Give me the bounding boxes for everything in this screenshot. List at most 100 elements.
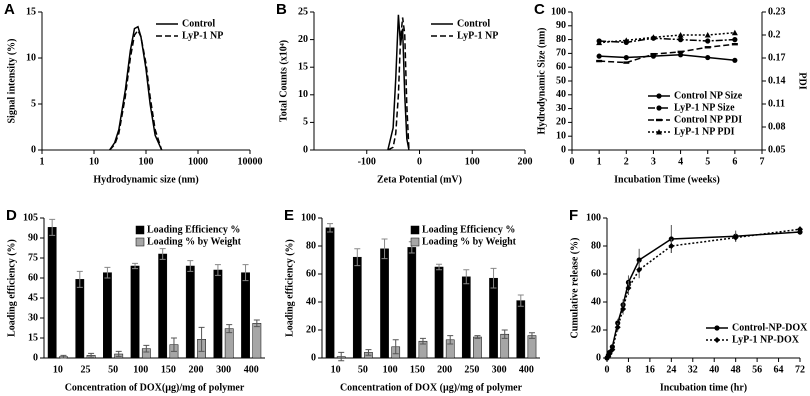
y2-tick-label: 0.23 bbox=[768, 6, 786, 17]
bar bbox=[434, 266, 444, 359]
marker bbox=[656, 118, 662, 122]
marker bbox=[731, 43, 738, 46]
marker bbox=[732, 57, 738, 63]
marker bbox=[623, 37, 630, 43]
y-tick-label: 90 bbox=[28, 232, 38, 243]
bar bbox=[352, 256, 362, 359]
y-tick-label: 30 bbox=[28, 312, 38, 323]
x-tick-label: 100 bbox=[465, 156, 480, 167]
y-tick-label: 0 bbox=[596, 352, 601, 363]
bar bbox=[75, 279, 85, 359]
y-axis-label: Loading efficiency (%) bbox=[284, 239, 295, 337]
y-tick-label: 100 bbox=[301, 212, 316, 223]
x-tick-label: 40 bbox=[709, 364, 719, 375]
marker bbox=[714, 337, 720, 343]
y-tick-label: 20 bbox=[591, 324, 601, 335]
marker bbox=[677, 50, 684, 54]
y-tick-label: 60 bbox=[556, 61, 566, 72]
bar bbox=[473, 336, 482, 359]
y-tick-label: 105 bbox=[23, 212, 38, 223]
x-tick-label: 32 bbox=[688, 364, 698, 375]
error-bar bbox=[159, 248, 166, 260]
x-tick-label: 72 bbox=[795, 364, 805, 375]
y-tick-label: 10 bbox=[26, 52, 36, 63]
error-bar bbox=[528, 332, 535, 339]
legend-label: LyP-1 NP bbox=[457, 30, 498, 41]
series-line bbox=[387, 17, 410, 151]
marker bbox=[732, 37, 738, 43]
marker bbox=[704, 46, 711, 49]
y-tick-label: 60 bbox=[28, 272, 38, 283]
marker bbox=[623, 61, 630, 64]
y-tick-label: 15 bbox=[28, 332, 38, 343]
marker bbox=[650, 52, 657, 56]
error-bar bbox=[104, 266, 111, 279]
marker bbox=[704, 32, 711, 38]
marker bbox=[596, 53, 602, 59]
marker bbox=[620, 306, 627, 312]
error-bar bbox=[365, 349, 372, 356]
error-bar bbox=[392, 339, 399, 355]
x-tick-label: 150 bbox=[161, 364, 176, 375]
error-bar bbox=[214, 264, 221, 276]
legend-label: Control-NP-DOX bbox=[732, 322, 808, 333]
panel-label: B bbox=[276, 1, 287, 18]
x-tick-label: 1000 bbox=[188, 156, 208, 167]
x-tick-label: 50 bbox=[108, 364, 118, 375]
y-tick-label: 20 bbox=[306, 324, 316, 335]
y-axis-label: Total Counts (x10⁴) bbox=[278, 40, 289, 122]
y2-tick-label: 0.17 bbox=[768, 52, 786, 63]
series-line bbox=[599, 37, 735, 44]
bar bbox=[213, 269, 223, 359]
bar bbox=[241, 272, 250, 359]
marker bbox=[797, 226, 803, 233]
x-tick-label: -100 bbox=[358, 156, 376, 167]
x-tick-label: 0 bbox=[605, 364, 610, 375]
x-tick-label: 150 bbox=[410, 364, 425, 375]
x-tick-label: 10 bbox=[89, 156, 99, 167]
y-tick-label: 0 bbox=[33, 352, 38, 363]
series-line bbox=[599, 54, 735, 62]
error-bar bbox=[132, 262, 139, 270]
y-tick-label: 60 bbox=[306, 268, 316, 279]
legend-swatch bbox=[135, 237, 145, 247]
x-axis-label: Hydrodynamic size (nm) bbox=[93, 174, 198, 185]
marker bbox=[705, 54, 711, 61]
y-axis-label: Loading efficiency (%) bbox=[6, 239, 17, 337]
x-tick-label: 1 bbox=[597, 156, 602, 167]
y2-tick-label: 0.05 bbox=[768, 144, 786, 155]
error-bar bbox=[501, 329, 508, 339]
y-tick-label: 10 bbox=[556, 130, 566, 141]
y-tick-label: 5 bbox=[303, 117, 308, 128]
error-bar bbox=[490, 267, 497, 289]
marker bbox=[650, 34, 657, 40]
y-tick-label: 70 bbox=[556, 48, 566, 59]
y-tick-label: 0 bbox=[561, 144, 566, 155]
legend-label: Loading Efficiency % bbox=[147, 224, 240, 235]
bar bbox=[252, 323, 262, 359]
y-tick-label: 15 bbox=[298, 61, 308, 72]
y-tick-label: 50 bbox=[556, 75, 566, 86]
marker bbox=[614, 324, 621, 331]
y-tick-label: 15 bbox=[26, 6, 36, 17]
legend-label: Control bbox=[457, 18, 490, 29]
marker bbox=[656, 93, 662, 99]
y-tick-label: 5 bbox=[31, 98, 36, 109]
y-tick-label: 80 bbox=[591, 240, 601, 251]
x-tick-label: 300 bbox=[492, 364, 507, 375]
marker bbox=[596, 39, 603, 46]
y-tick-label: 10 bbox=[298, 89, 308, 100]
y-tick-label: 45 bbox=[28, 292, 38, 303]
bar bbox=[461, 276, 471, 359]
marker bbox=[636, 257, 642, 263]
marker bbox=[656, 105, 662, 111]
series-line bbox=[109, 28, 163, 151]
error-bar bbox=[88, 352, 95, 358]
marker bbox=[606, 350, 613, 357]
x-tick-label: 64 bbox=[774, 364, 784, 375]
marker bbox=[705, 38, 711, 44]
y-tick-label: 80 bbox=[306, 240, 316, 251]
x-tick-label: 10 bbox=[331, 364, 341, 375]
x-tick-label: 7 bbox=[760, 156, 765, 167]
